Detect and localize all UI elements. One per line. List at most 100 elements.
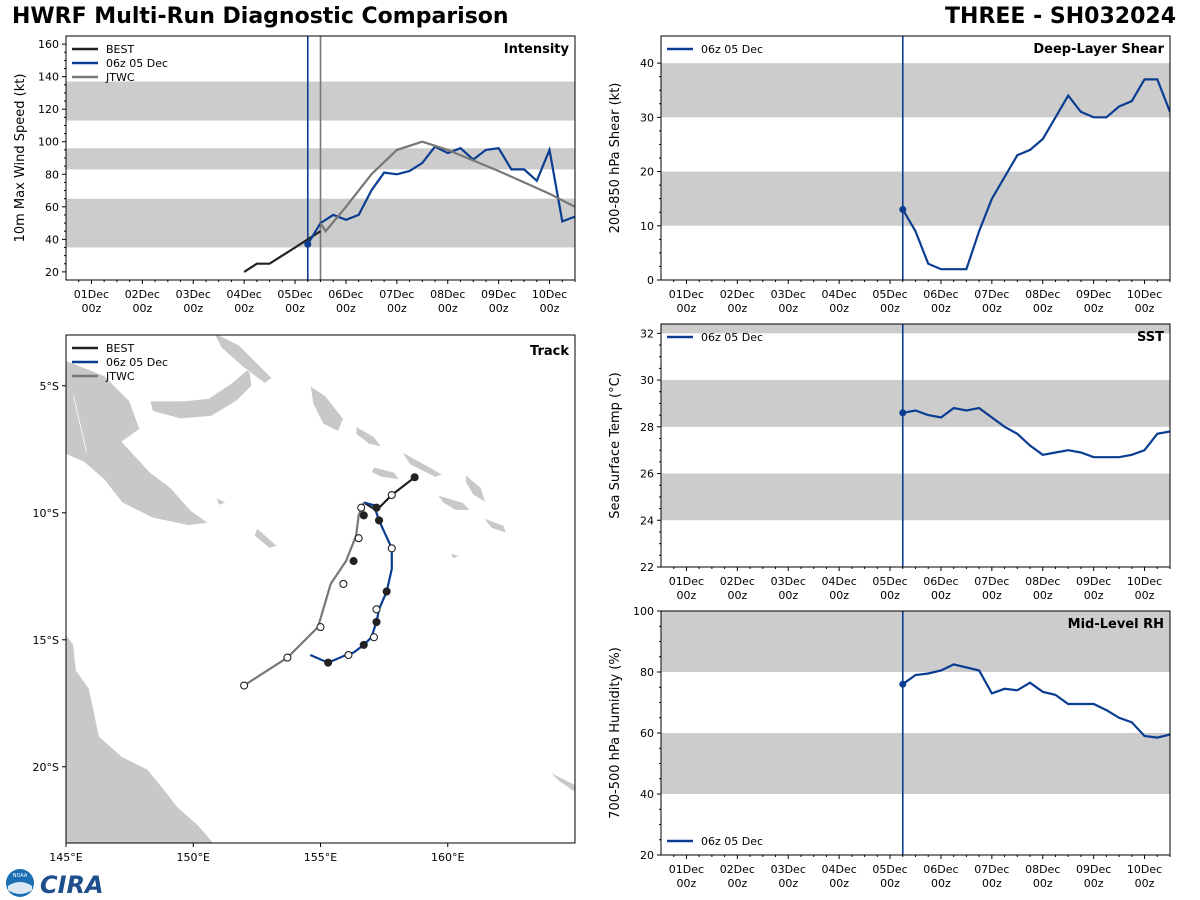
sst-ytick-label-26: 26 — [640, 468, 654, 481]
intensity-ytick-label-140: 140 — [38, 71, 59, 84]
rh-xtick-label-day: 04Dec — [822, 863, 857, 876]
intensity-xtick-label-hour: 00z — [336, 302, 356, 315]
rh-xtick-label-hour: 00z — [778, 877, 798, 890]
intensity-ytick-label-80: 80 — [45, 168, 59, 181]
shear-xtick-label-hour: 00z — [677, 302, 697, 315]
shear-xtick-label-hour: 00z — [727, 302, 747, 315]
sst-xtick-label-hour: 00z — [727, 589, 747, 602]
shear-xtick-label-hour: 00z — [880, 302, 900, 315]
rh-ytick-label-80: 80 — [640, 666, 654, 679]
track-legend-label: BEST — [106, 342, 134, 355]
rh-xtick-label-hour: 00z — [677, 877, 697, 890]
intensity-series-best — [243, 230, 322, 273]
rh-ylabel: 700-500 hPa Humidity (%) — [608, 647, 623, 819]
shear-band-1 — [661, 63, 1170, 118]
rh-ytick-label-40: 40 — [640, 788, 654, 801]
sst-xtick-label-hour: 00z — [1033, 589, 1053, 602]
shear-ytick-label-40: 40 — [640, 57, 654, 70]
sst-band-2 — [661, 324, 1170, 334]
landmass-10 — [449, 552, 462, 559]
shear-xtick-label-day: 05Dec — [872, 288, 907, 301]
sst-xtick-label-hour: 00z — [677, 589, 697, 602]
track-legend-label: 06z 05 Dec — [106, 356, 168, 369]
shear-title: Deep-Layer Shear — [1033, 42, 1164, 57]
landmass-12 — [549, 771, 575, 793]
sst-xtick-label-day: 07Dec — [974, 575, 1009, 588]
track-title: Track — [530, 344, 569, 359]
intensity-xtick-label-day: 06Dec — [328, 288, 363, 301]
shear-ylabel: 200-850 hPa Shear (kt) — [608, 83, 623, 234]
intensity-frame — [65, 35, 576, 281]
shear-xtick-label-day: 04Dec — [822, 288, 857, 301]
province-border — [73, 395, 87, 452]
landmass-14 — [215, 496, 228, 506]
rh-xtick-label-hour: 00z — [829, 877, 849, 890]
intensity-panel: 2040608010012014016001Dec00z02Dec00z03De… — [13, 35, 576, 315]
rh-legend-label: 06z 05 Dec — [701, 835, 763, 848]
intensity-xtick-label-hour: 00z — [183, 302, 203, 315]
landmass-3 — [309, 384, 344, 433]
sst-xtick-label-day: 03Dec — [771, 575, 806, 588]
shear-xtick-label-hour: 00z — [829, 302, 849, 315]
intensity-ytick-label-60: 60 — [45, 201, 59, 214]
sst-xtick-label-day: 06Dec — [923, 575, 958, 588]
rh-band-0 — [661, 733, 1170, 794]
track-marker-open — [387, 490, 396, 500]
shear-frame — [660, 35, 1171, 281]
intensity-xtick-label-day: 10Dec — [532, 288, 567, 301]
track-ytick-label: 5°S — [40, 380, 59, 393]
noaa-logo-text: NOAA — [13, 873, 28, 879]
track-marker-filled — [349, 557, 358, 566]
sst-ytick-label-22: 22 — [640, 561, 654, 574]
landmass-9 — [482, 517, 507, 534]
intensity-xtick-label-hour: 00z — [387, 302, 407, 315]
sst-xtick-label-day: 04Dec — [822, 575, 857, 588]
track-marker-open — [372, 605, 381, 614]
shear-xtick-label-day: 08Dec — [1025, 288, 1060, 301]
sst-xtick-label-day: 08Dec — [1025, 575, 1060, 588]
sst-ytick-label-24: 24 — [640, 514, 654, 527]
rh-xtick-label-hour: 00z — [1084, 877, 1104, 890]
track-marker-open — [339, 579, 348, 588]
landmass-13 — [253, 527, 278, 549]
rh-xtick-label-hour: 00z — [880, 877, 900, 890]
rh-xtick-label-hour: 00z — [727, 877, 747, 890]
intensity-xtick-label-hour: 00z — [234, 302, 254, 315]
rh-xtick-label-day: 05Dec — [872, 863, 907, 876]
rh-panel: 2040608010001Dec00z02Dec00z03Dec00z04Dec… — [608, 605, 1171, 890]
shear-xtick-label-hour: 00z — [1084, 302, 1104, 315]
intensity-xtick-label-hour: 00z — [489, 302, 509, 315]
intensity-xtick-label-hour: 00z — [285, 302, 305, 315]
sst-xtick-label-day: 02Dec — [720, 575, 755, 588]
rh-band-1 — [661, 611, 1170, 672]
rh-xtick-label-hour: 00z — [1135, 877, 1155, 890]
shear-ytick-label-20: 20 — [640, 166, 654, 179]
intensity-xtick-label-hour: 00z — [132, 302, 152, 315]
intensity-ytick-label-100: 100 — [38, 136, 59, 149]
rh-xtick-label-hour: 00z — [1033, 877, 1053, 890]
rh-xtick-label-day: 10Dec — [1127, 863, 1162, 876]
track-frame — [65, 334, 576, 844]
intensity-ytick-label-160: 160 — [38, 38, 59, 51]
track-marker-filled — [382, 587, 391, 596]
track-marker-filled — [359, 511, 368, 520]
shear-panel: 01020304001Dec00z02Dec00z03Dec00z04Dec00… — [608, 35, 1171, 315]
rh-xtick-label-day: 02Dec — [720, 863, 755, 876]
noaa-logo-wave-icon — [8, 882, 32, 894]
sst-xtick-label-hour: 00z — [829, 589, 849, 602]
rh-xtick-label-day: 01Dec — [669, 863, 704, 876]
track-06z-05-dec — [309, 501, 393, 664]
track-marker-filled — [324, 658, 333, 667]
shear-ytick-label-10: 10 — [640, 220, 654, 233]
sst-title: SST — [1137, 330, 1164, 345]
sst-xtick-label-hour: 00z — [880, 589, 900, 602]
landmass-6 — [370, 466, 401, 481]
track-xtick-label: 145°E — [49, 851, 82, 864]
track-map-panel: 145°E 150°E 155°E 160°E 5°S 10°S 15°S 20°S Track… — [33, 334, 576, 864]
shear-band-0 — [661, 171, 1170, 226]
sst-ytick-label-32: 32 — [640, 327, 654, 340]
intensity-xtick-label-day: 05Dec — [277, 288, 312, 301]
landmass-0 — [66, 359, 210, 526]
sst-panel: 22242628303201Dec00z02Dec00z03Dec00z04De… — [608, 323, 1171, 602]
rh-init-point — [899, 680, 907, 688]
